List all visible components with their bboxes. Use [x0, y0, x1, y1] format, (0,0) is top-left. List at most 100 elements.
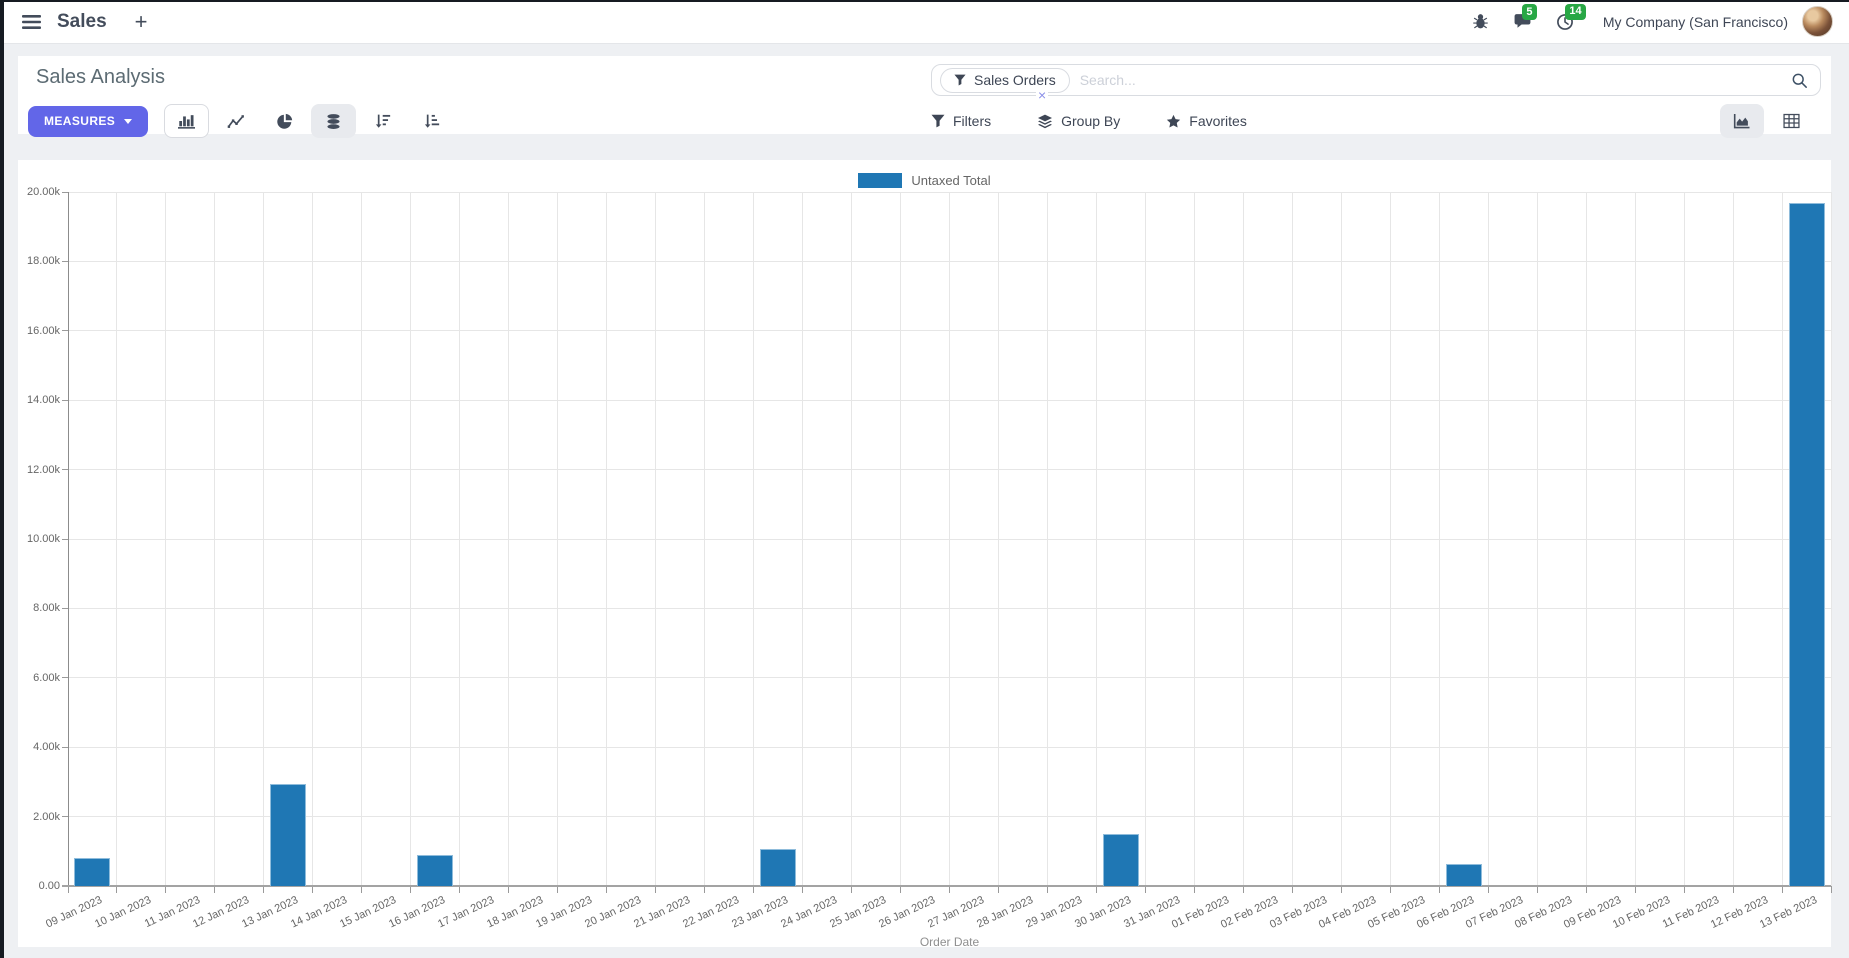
bar[interactable] — [1788, 203, 1825, 886]
bar[interactable] — [1445, 863, 1482, 886]
x-axis-line — [62, 885, 1831, 887]
x-gridline — [1389, 192, 1391, 886]
x-gridline — [1634, 192, 1636, 886]
x-tickmark — [1242, 886, 1244, 893]
systray: 5 14 My Company (San Francisco) — [1463, 3, 1833, 37]
group-by-button[interactable]: Group By — [1031, 112, 1126, 130]
y-tickmark — [62, 191, 68, 193]
x-tickmark — [1291, 886, 1293, 893]
x-tickmark — [1438, 886, 1440, 893]
menu-icon[interactable] — [16, 10, 47, 34]
app-name[interactable]: Sales — [57, 10, 107, 32]
x-tickmark — [1144, 886, 1146, 893]
x-gridline — [116, 192, 118, 886]
search-icon[interactable] — [1791, 72, 1808, 89]
messages-badge: 5 — [1521, 4, 1537, 20]
y-tickmark — [62, 399, 68, 401]
x-tickmark — [508, 886, 510, 893]
remove-facet-icon[interactable]: × — [1036, 87, 1049, 103]
x-gridline — [312, 192, 314, 886]
line-chart-button[interactable] — [213, 104, 258, 138]
x-tickmark — [1732, 886, 1734, 893]
x-gridline — [1291, 192, 1293, 886]
x-tickmark — [557, 886, 559, 893]
x-tickmark — [1683, 886, 1685, 893]
x-gridline — [557, 192, 559, 886]
x-tickmark — [1095, 886, 1097, 893]
measures-button[interactable]: MEASURES — [28, 105, 149, 137]
graph-view-button[interactable] — [1720, 104, 1764, 138]
pie-chart-button[interactable] — [262, 104, 307, 138]
x-tickmark — [753, 886, 755, 893]
filter-funnel-icon — [931, 114, 945, 128]
bar[interactable] — [74, 857, 111, 886]
legend-item[interactable]: Untaxed Total — [18, 168, 1831, 192]
y-tick-label: 16.00k — [26, 324, 60, 337]
x-gridline — [1683, 192, 1685, 886]
y-tickmark — [62, 607, 68, 609]
filters-button[interactable]: Filters — [925, 112, 997, 130]
search-facet[interactable]: Sales Orders — [940, 67, 1070, 93]
x-gridline — [410, 192, 412, 886]
x-tickmark — [606, 886, 608, 893]
x-tickmark — [1487, 886, 1489, 893]
view-switcher — [1720, 104, 1810, 138]
stacked-toggle-button[interactable] — [311, 104, 357, 138]
y-tick-label: 14.00k — [26, 394, 60, 407]
x-tick-label: 10 Jan 2023 — [93, 894, 154, 931]
hamburger-icon — [22, 14, 41, 29]
plus-button[interactable]: + — [129, 10, 154, 34]
x-tickmark — [997, 886, 999, 893]
bar[interactable] — [760, 848, 797, 886]
company-switcher[interactable]: My Company (San Francisco) — [1602, 13, 1788, 30]
x-gridline — [263, 192, 265, 886]
activities-clock-icon[interactable]: 14 — [1547, 3, 1587, 36]
debug-bug-icon[interactable] — [1463, 8, 1498, 35]
x-tickmark — [1830, 886, 1832, 893]
search-bar: Sales Orders × — [931, 64, 1821, 102]
y-tick-label: 20.00k — [26, 186, 60, 198]
x-tickmark — [1536, 886, 1538, 893]
favorites-button[interactable]: Favorites — [1160, 112, 1253, 130]
y-tickmark — [62, 538, 68, 540]
x-gridline — [655, 192, 657, 886]
filter-funnel-icon — [954, 74, 966, 86]
messages-icon[interactable]: 5 — [1504, 4, 1541, 35]
legend-swatch — [858, 172, 903, 188]
y-tick-label: 4.00k — [33, 741, 60, 754]
x-gridline — [459, 192, 461, 886]
y-tick-label: 6.00k — [33, 671, 60, 684]
group-by-label: Group By — [1061, 113, 1121, 129]
user-avatar[interactable] — [1802, 6, 1833, 37]
y-tickmark — [62, 816, 68, 818]
x-gridline — [949, 192, 950, 886]
x-gridline — [508, 192, 510, 886]
x-gridline — [997, 192, 999, 886]
y-tick-label: 2.00k — [33, 810, 60, 823]
search-input[interactable] — [1069, 72, 1791, 88]
x-tickmark — [1046, 886, 1048, 893]
x-tickmark — [1389, 886, 1391, 893]
x-tickmark — [1781, 886, 1783, 893]
x-gridline — [802, 192, 804, 886]
y-tickmark — [62, 677, 68, 679]
pivot-view-button[interactable] — [1772, 104, 1810, 138]
x-gridline — [1536, 192, 1538, 886]
x-tickmark — [312, 886, 314, 893]
sort-desc-button[interactable] — [360, 104, 405, 138]
bar[interactable] — [417, 854, 454, 886]
sort-asc-button[interactable] — [409, 104, 454, 138]
y-tick-label: 12.00k — [26, 463, 60, 476]
x-gridline — [361, 192, 363, 886]
plot-area: 0.00 2.00k 4.00k 6.00k 8.00k 10.00k 12.00k 14.0… — [27, 186, 1832, 931]
area-chart-icon — [1733, 114, 1750, 129]
bar-chart-button[interactable] — [164, 104, 210, 138]
caret-down-icon — [124, 118, 133, 124]
x-gridline — [1732, 192, 1734, 886]
bar[interactable] — [270, 783, 307, 886]
y-tickmark — [62, 746, 68, 748]
x-gridline — [1781, 192, 1783, 886]
bar[interactable] — [1102, 833, 1139, 886]
x-gridline — [900, 192, 902, 886]
x-tickmark — [1340, 886, 1342, 893]
